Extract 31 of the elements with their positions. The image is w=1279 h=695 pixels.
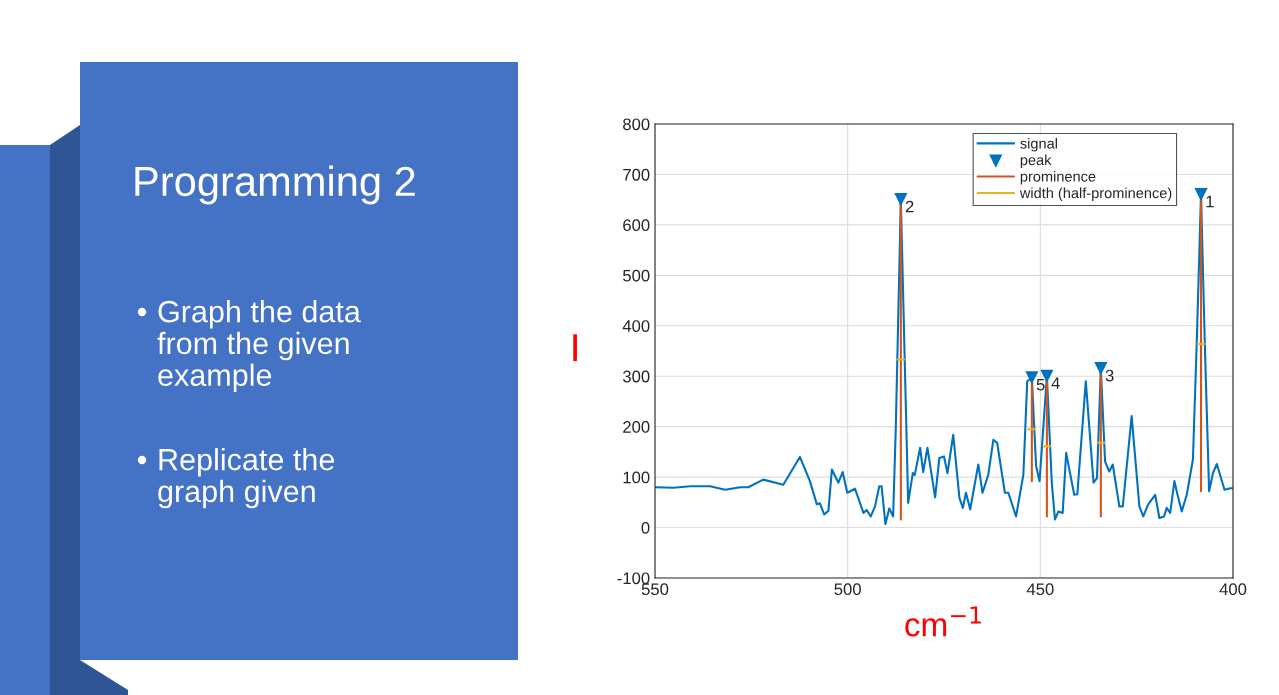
y-tick-label: 500 (623, 269, 650, 282)
y-axis-title: I (573, 334, 577, 362)
y-tick-label: 0 (641, 521, 650, 534)
annotation: 4 (1051, 377, 1060, 389)
text: Graph the data from the given example (157, 300, 361, 393)
point (1025, 371, 1039, 385)
x-tick-label: 400 (1219, 583, 1247, 596)
y-tick-label: -100 (617, 572, 650, 585)
text: Replicate the graph given (158, 448, 334, 509)
x-tick-label: 550 (641, 583, 669, 596)
legend-label: width (half-prominence) (1019, 187, 1172, 202)
y-tick-label: 400 (622, 320, 650, 332)
annotation: 5 (1036, 378, 1045, 391)
legend-label: peak (1020, 154, 1052, 169)
y-tick-label: 600 (623, 219, 650, 232)
x-tick-label: 500 (834, 583, 861, 596)
legend-label: prominence (1020, 170, 1096, 185)
legend-label: signal (1020, 137, 1057, 152)
annotation: 1 (1206, 195, 1214, 208)
annotation: 2 (905, 200, 914, 213)
annotation: 3 (1105, 369, 1114, 382)
point (894, 193, 908, 207)
y-tick-label: 300 (622, 370, 650, 383)
y-tick-label: 100 (623, 471, 650, 484)
x-tick-label: 450 (1026, 583, 1054, 596)
x-axis-title: cm$^{−1}$ (905, 606, 981, 637)
y-tick-label: 800 (623, 118, 650, 131)
point (1194, 188, 1208, 202)
y-tick-label: 700 (623, 168, 650, 181)
text: Programming 2 (135, 165, 415, 205)
y-tick-label: 200 (623, 421, 650, 433)
